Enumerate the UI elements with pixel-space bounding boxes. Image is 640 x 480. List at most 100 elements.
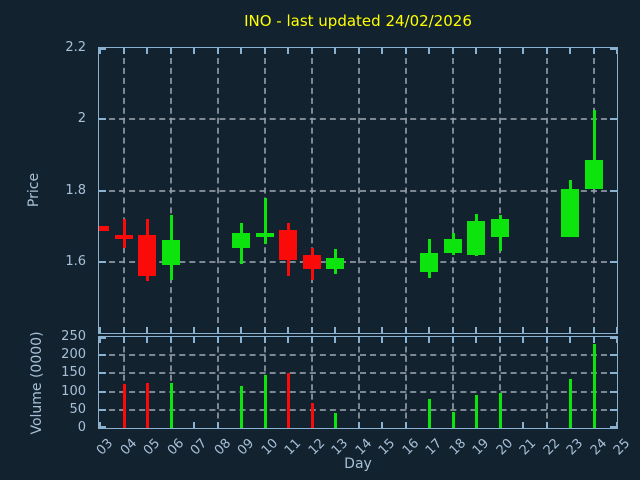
price-gridline — [99, 189, 617, 192]
day-tick-label: 06 — [164, 436, 188, 459]
day-tick-label: 21 — [517, 436, 540, 459]
axis-tick — [240, 327, 242, 333]
axis-tick — [334, 48, 336, 54]
axis-tick — [99, 408, 106, 411]
candle-wick — [263, 197, 267, 244]
axis-tick — [610, 426, 617, 428]
day-tick-label: 07 — [188, 436, 211, 459]
axis-tick — [475, 337, 477, 343]
day-gridline — [122, 337, 125, 428]
axis-tick — [310, 48, 313, 54]
volume-bar — [263, 375, 267, 428]
axis-tick — [169, 337, 172, 343]
axis-tick — [357, 422, 360, 428]
axis-tick — [592, 327, 595, 333]
volume-gridline — [99, 390, 617, 393]
day-tick-label: 03 — [94, 436, 117, 459]
axis-tick — [240, 48, 242, 54]
axis-tick — [381, 337, 383, 343]
axis-tick — [404, 48, 407, 54]
axis-tick — [216, 48, 219, 54]
axis-tick — [616, 422, 617, 428]
axis-tick — [545, 422, 548, 428]
candle-body — [99, 226, 109, 232]
axis-tick — [193, 48, 195, 54]
day-axis-label: Day — [344, 456, 372, 472]
axis-tick — [498, 337, 501, 343]
volume-gridline — [99, 354, 617, 357]
axis-tick — [451, 48, 454, 54]
volume-bar — [240, 386, 243, 428]
volume-tick-label: 100 — [61, 383, 86, 399]
axis-tick — [610, 189, 617, 192]
axis-tick — [357, 337, 360, 343]
axis-tick — [99, 354, 106, 357]
axis-tick — [475, 48, 477, 54]
axis-tick — [610, 390, 617, 393]
volume-bar — [498, 393, 502, 428]
axis-tick — [193, 337, 195, 343]
price-tick-label: 1.6 — [65, 253, 86, 269]
axis-tick — [381, 327, 383, 333]
day-gridline — [310, 337, 313, 428]
axis-tick — [381, 422, 383, 428]
volume-bar — [428, 398, 431, 428]
axis-tick — [99, 48, 101, 54]
day-tick-label: 04 — [117, 436, 141, 459]
candle-body — [302, 254, 321, 269]
axis-tick — [169, 327, 172, 333]
volume-bar — [169, 382, 173, 428]
axis-tick — [475, 327, 477, 333]
price-panel — [98, 47, 618, 334]
axis-tick — [99, 48, 106, 50]
volume-tick-label: 250 — [61, 329, 86, 344]
axis-tick — [610, 260, 617, 263]
axis-tick — [99, 422, 101, 428]
volume-gridline — [99, 372, 617, 375]
axis-tick — [99, 337, 106, 339]
candle-wick — [592, 110, 596, 189]
axis-tick — [146, 48, 148, 54]
axis-tick — [451, 327, 454, 333]
axis-tick — [99, 260, 106, 263]
volume-tick-label: 0 — [77, 420, 86, 435]
axis-tick — [610, 372, 617, 375]
axis-tick — [428, 48, 430, 54]
day-tick-label: 08 — [211, 436, 235, 459]
candle-body — [138, 235, 156, 276]
axis-tick — [146, 327, 148, 333]
axis-tick — [122, 337, 125, 343]
axis-tick — [99, 390, 106, 393]
axis-tick — [610, 408, 617, 411]
axis-tick — [451, 337, 454, 343]
day-tick-label: 25 — [611, 436, 634, 459]
price-tick-label: 2.2 — [65, 40, 86, 55]
axis-tick — [610, 354, 617, 357]
axis-tick — [263, 327, 266, 333]
axis-tick — [334, 327, 336, 333]
volume-tick-label: 200 — [61, 347, 86, 363]
axis-tick — [310, 327, 313, 333]
axis-tick — [216, 327, 219, 333]
day-gridline — [451, 337, 454, 428]
day-tick-label: 11 — [282, 436, 305, 459]
candle-body — [326, 258, 344, 269]
day-tick-label: 15 — [376, 436, 399, 459]
day-tick-label: 17 — [423, 436, 446, 459]
axis-tick — [569, 48, 571, 54]
axis-tick — [616, 327, 617, 333]
day-tick-label: 14 — [352, 436, 376, 459]
axis-tick — [381, 48, 383, 54]
day-tick-label: 12 — [305, 436, 329, 459]
axis-tick — [99, 337, 101, 343]
axis-tick — [122, 327, 125, 333]
axis-tick — [99, 372, 106, 375]
candle-body — [561, 188, 579, 237]
axis-tick — [357, 327, 360, 333]
candle-body — [467, 220, 485, 255]
candle-body — [279, 229, 297, 260]
day-tick-label: 24 — [587, 436, 611, 459]
axis-tick — [522, 327, 524, 333]
axis-tick — [404, 337, 407, 343]
volume-bar — [122, 384, 126, 428]
